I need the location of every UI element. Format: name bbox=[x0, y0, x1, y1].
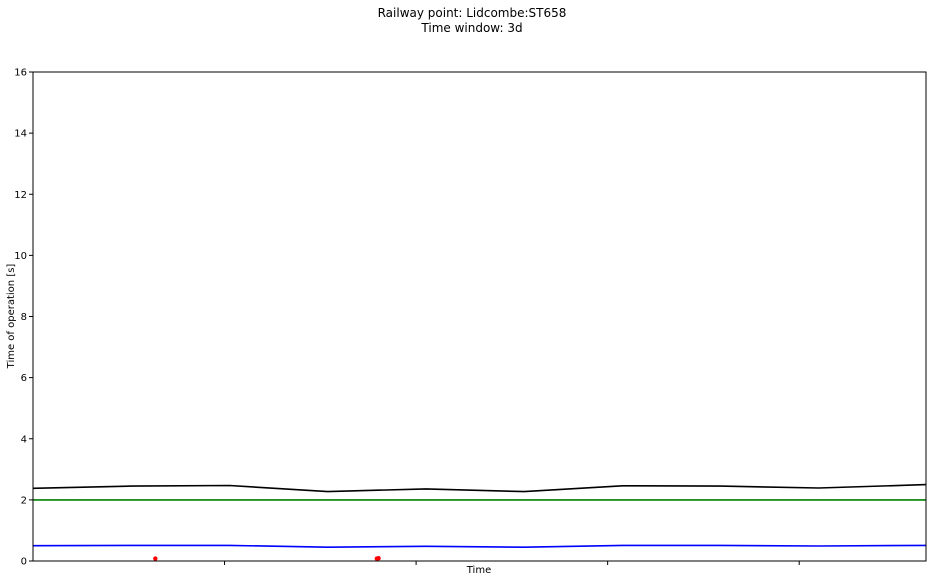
series-line-0 bbox=[32, 483, 927, 493]
y-axis-ticks: 0 2 4 6 8 10 12 14 16 bbox=[14, 68, 33, 568]
y-tick-label: 0 bbox=[21, 557, 27, 568]
y-tick-label: 8 bbox=[21, 312, 27, 323]
x-axis-label: Time bbox=[466, 565, 491, 576]
y-tick-label: 6 bbox=[21, 373, 27, 384]
y-tick-label: 10 bbox=[14, 251, 27, 262]
series-layer bbox=[32, 483, 927, 549]
data-point bbox=[153, 556, 158, 561]
data-point bbox=[376, 556, 381, 561]
plot-frame bbox=[32, 71, 927, 562]
outlier-points bbox=[153, 556, 381, 561]
y-axis-label: Time of operation [s] bbox=[6, 264, 17, 370]
series-line-2 bbox=[32, 544, 927, 549]
y-tick-label: 4 bbox=[21, 434, 27, 445]
y-tick-label: 14 bbox=[14, 129, 27, 140]
chart-title: Railway point: Lidcombe:ST658 bbox=[378, 6, 567, 20]
y-tick-label: 12 bbox=[14, 190, 27, 201]
y-tick-label: 2 bbox=[21, 495, 27, 506]
chart-subtitle: Time window: 3d bbox=[420, 21, 522, 35]
x-axis-ticks bbox=[224, 561, 800, 565]
y-tick-label: 16 bbox=[14, 68, 27, 79]
